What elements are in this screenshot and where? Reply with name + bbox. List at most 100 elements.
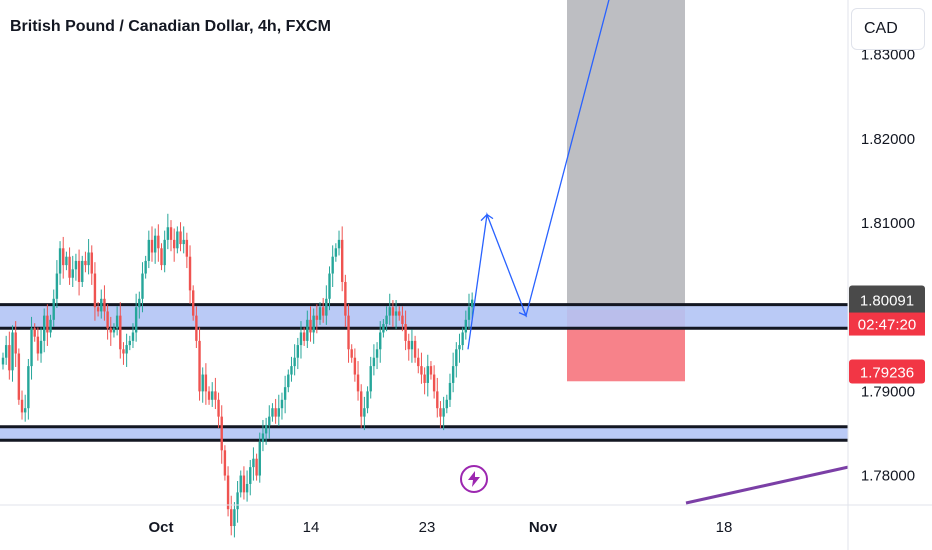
candle-body <box>312 315 315 333</box>
candle-body <box>198 340 201 392</box>
candle-body <box>230 509 233 527</box>
candle-body <box>382 324 385 333</box>
projected-path[interactable] <box>467 0 610 350</box>
candle-body <box>337 239 341 249</box>
candle-body <box>417 357 420 367</box>
candlestick-series <box>1 213 474 538</box>
candle-body <box>96 307 100 312</box>
trend-line[interactable] <box>685 465 849 505</box>
projection-arrowhead-up <box>480 213 494 222</box>
candle-body <box>128 340 131 346</box>
candle-body <box>27 366 30 409</box>
projection-layer <box>467 0 610 350</box>
candle-body <box>236 492 239 510</box>
candle-body <box>369 366 372 392</box>
candle-body <box>153 235 157 253</box>
candle-body <box>122 349 125 354</box>
candle-body <box>442 408 445 417</box>
candle-body <box>14 332 17 354</box>
target-zone-box[interactable] <box>567 0 685 314</box>
candle-body <box>470 299 474 308</box>
candle-body <box>87 252 90 266</box>
candle-body <box>166 227 170 240</box>
candle-body <box>280 399 284 409</box>
candle-body <box>334 248 338 257</box>
candle-body <box>255 458 258 476</box>
candle-body <box>71 269 74 278</box>
candle-body <box>147 239 151 261</box>
candle-body <box>58 248 62 274</box>
lightning-icon <box>468 471 480 487</box>
countdown-badge <box>849 312 925 336</box>
candle-body <box>217 399 220 417</box>
resistance-zone-fill[interactable] <box>0 304 848 329</box>
candle-body <box>160 248 163 266</box>
candle-body <box>274 408 277 417</box>
y-tick-label: 1.78000 <box>861 468 915 485</box>
candle-body <box>11 332 14 371</box>
x-tick-label: 14 <box>303 519 320 536</box>
candle-body <box>239 475 242 493</box>
candle-body <box>366 391 369 409</box>
candle-body <box>264 425 268 434</box>
candle-body <box>423 374 426 383</box>
candle-body <box>261 433 265 442</box>
candle-body <box>388 307 391 316</box>
candle-body <box>394 311 398 316</box>
candle-body <box>245 483 249 493</box>
candle-body <box>347 315 350 350</box>
currency-button[interactable]: CAD <box>851 8 925 50</box>
candle-body <box>321 307 325 316</box>
candle-body <box>39 340 43 354</box>
candle-body <box>134 307 138 333</box>
candle-body <box>141 273 144 299</box>
candle-body <box>211 391 214 400</box>
candle-body <box>458 345 461 350</box>
stop-price-value: 1.79236 <box>860 365 914 382</box>
candle-body <box>182 239 185 245</box>
projection-arrowhead-down <box>518 308 528 317</box>
candle-body <box>439 408 442 417</box>
candle-body <box>420 366 423 375</box>
candle-body <box>119 315 122 350</box>
candle-body <box>163 239 166 266</box>
candle-body <box>331 256 334 274</box>
candle-body <box>49 319 52 333</box>
candle-body <box>106 311 109 329</box>
x-tick-label: Nov <box>529 519 558 536</box>
candle-body <box>344 281 347 316</box>
candle-body <box>207 391 211 400</box>
chart-title: British Pound / Canadian Dollar, 4h, FXC… <box>10 18 331 35</box>
candle-body <box>8 345 11 371</box>
candle-body <box>176 231 179 249</box>
candle-body <box>33 328 36 337</box>
candle-body <box>436 391 439 409</box>
candle-body <box>404 324 407 341</box>
candle-body <box>179 231 182 245</box>
y-tick-label: 1.81000 <box>861 215 915 232</box>
candle-body <box>68 256 71 278</box>
candle-body <box>328 273 331 299</box>
candle-body <box>55 273 59 299</box>
support-zone-fill[interactable] <box>0 426 848 441</box>
candle-body <box>90 252 93 274</box>
candle-body <box>296 345 300 358</box>
stop-price-badge <box>849 359 925 384</box>
candle-body <box>185 239 189 257</box>
candle-body <box>43 315 46 341</box>
candle-body <box>350 349 353 358</box>
flash-icon[interactable] <box>460 465 488 493</box>
candle-body <box>401 315 404 325</box>
candle-body <box>315 315 319 320</box>
candle-body <box>23 408 27 413</box>
candle-body <box>188 256 192 291</box>
candle-body <box>375 349 379 358</box>
candle-body <box>52 298 55 320</box>
candle-body <box>1 357 5 365</box>
candle-body <box>4 345 8 358</box>
candle-body <box>131 332 135 341</box>
candle-body <box>204 374 208 392</box>
